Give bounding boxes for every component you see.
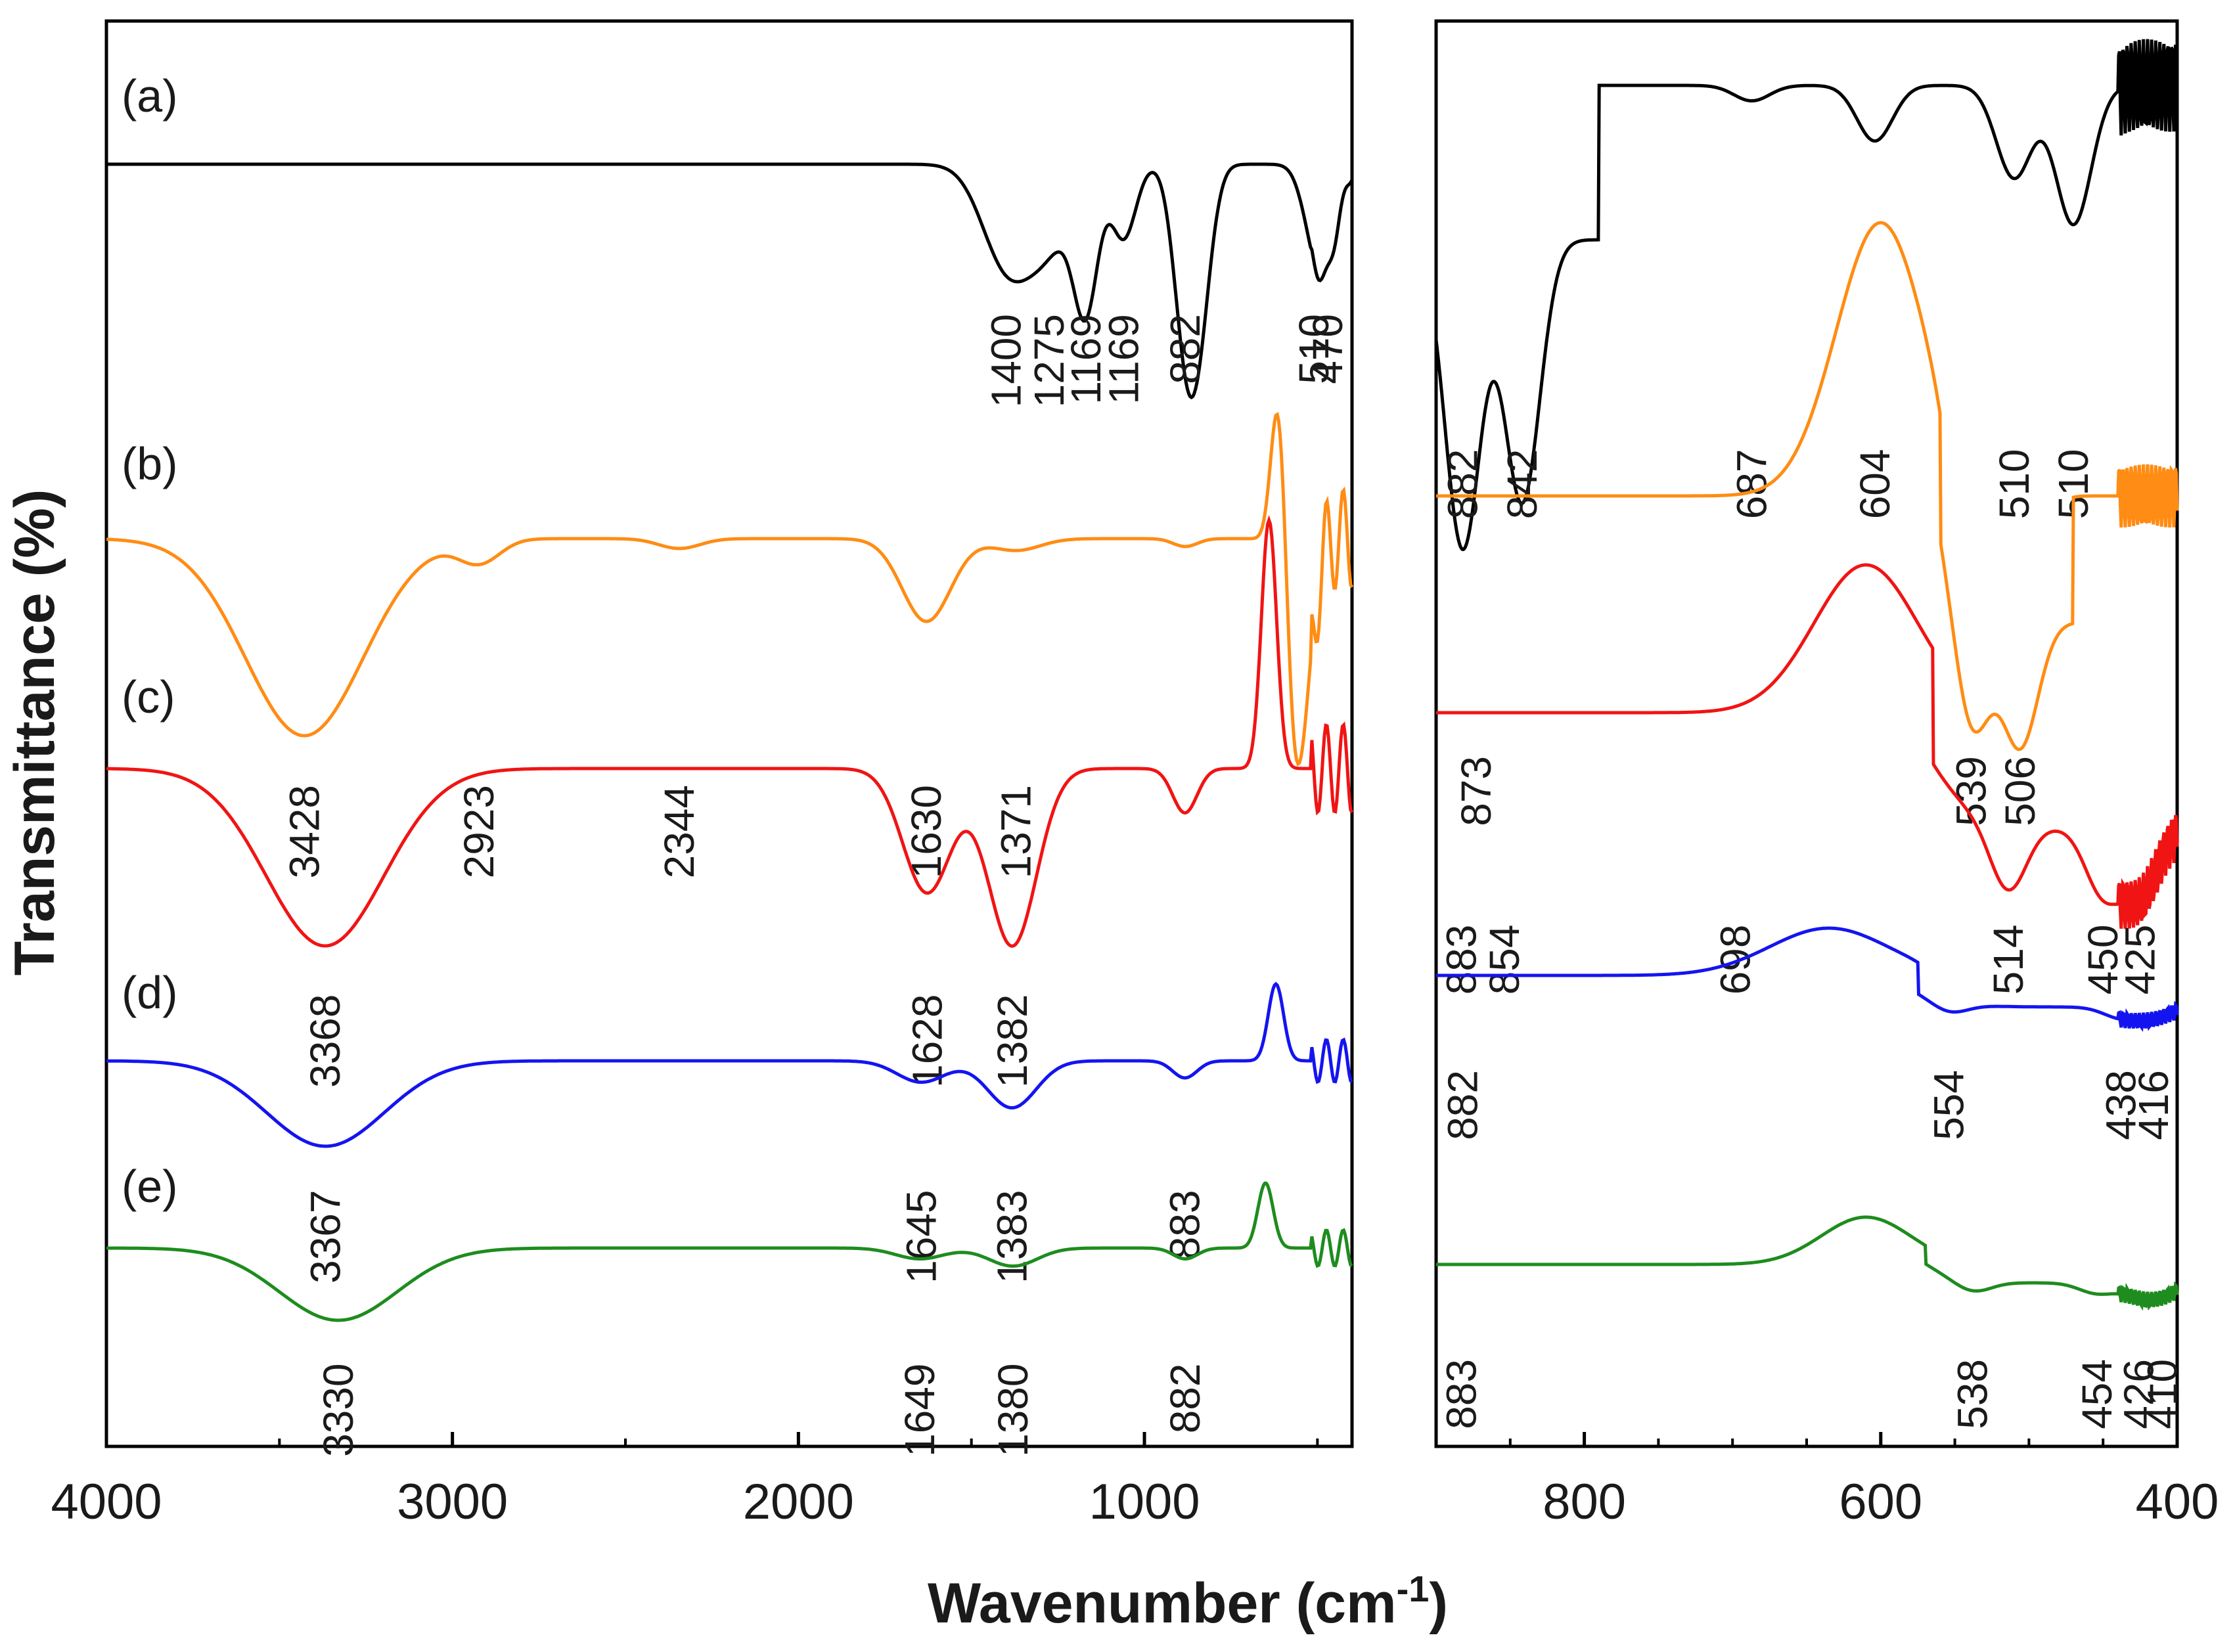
right-peak-annotation: 506 [1996,756,2044,826]
x-axis-title-superscript: -1 [1397,1568,1430,1609]
left-x-tick-label: 1000 [1089,1474,1200,1530]
left-peak-annotation: 3368 [302,994,349,1088]
right-peak-annotation: 426 [2115,1359,2162,1429]
series-label-b: (b) [122,438,178,489]
series-label-a: (a) [122,70,178,122]
left-series-line-d [106,981,1353,1148]
right-peak-annotation: 454 [2073,1359,2121,1429]
right-x-tick-label: 800 [1543,1474,1626,1530]
left-peak-annotation: 1371 [993,785,1040,878]
left-series-line-a [106,162,1354,400]
series-label-c: (c) [122,671,175,723]
right-peak-annotation: 438 [2097,1070,2144,1140]
right-peak-annotation: 698 [1712,925,1759,995]
right-peak-annotation: 882 [1439,1070,1487,1140]
right-peak-annotation: 510 [1991,449,2038,520]
left-peak-annotation: 470 [1304,314,1351,384]
right-peak-annotation: 450 [2079,925,2127,995]
right-x-tick-label: 600 [1839,1474,1922,1530]
left-peak-annotation: 1628 [903,994,951,1088]
left-series-line-b [106,412,1354,767]
left-peak-annotation: 1400 [982,314,1029,407]
x-axis-title: Wavenumber (cm-1) [928,1568,1448,1635]
y-axis-title: Transmittance (%) [3,489,66,976]
right-peak-annotation: 873 [1453,756,1500,826]
x-axis-title-close: ) [1429,1572,1448,1635]
right-peak-annotation: 554 [1926,1070,1973,1140]
left-peak-annotation: 882 [1162,314,1209,384]
left-x-tick-label: 3000 [397,1474,508,1530]
right-peak-annotation: 604 [1851,449,1899,520]
left-peak-annotation: 1169 [1062,314,1110,405]
left-peak-annotation: 3330 [315,1364,362,1457]
right-x-tick-label: 400 [2136,1474,2219,1530]
left-peak-annotation: 1382 [989,994,1036,1088]
right-peak-annotation: 538 [1949,1359,1996,1429]
left-panel-frame [104,19,1354,1448]
left-peak-annotation: 2923 [455,785,503,878]
left-x-tick-label: 2000 [743,1474,854,1530]
right-peak-annotation: 410 [2138,1359,2186,1429]
right-series-line-d [1436,926,2179,1032]
right-peak-annotation: 416 [2130,1070,2177,1140]
left-peak-annotation: 510 [1290,314,1338,384]
right-series-line-b [1436,221,2179,751]
right-series-line-c [1436,563,2179,929]
left-peak-annotation: 1380 [989,1364,1037,1457]
right-peak-annotation: 882 [1439,449,1487,520]
left-x-tick-label: 4000 [51,1474,162,1530]
left-peak-annotation: 3428 [281,785,328,878]
right-peak-annotation: 854 [1481,925,1528,995]
left-peak-annotation: 883 [1162,1190,1209,1261]
left-peak-annotation: 2344 [656,785,703,878]
left-series-line-c [106,515,1354,948]
left-peak-annotation: 1169 [1100,314,1147,405]
left-peak-annotation: 1383 [988,1190,1035,1284]
x-axis-title-main: Wavenumber (cm [928,1572,1397,1635]
right-panel-frame [1434,19,2179,1448]
right-peak-annotation: 883 [1437,1359,1485,1429]
right-peak-annotation: 514 [1985,925,2032,995]
left-peak-annotation: 1649 [896,1364,943,1457]
left-series-line-e [106,1181,1353,1322]
right-peak-annotation: 425 [2117,925,2164,995]
right-series-line-e [1436,1215,2179,1311]
left-peak-annotation: 1275 [1026,314,1073,407]
right-peak-annotation: 883 [1437,925,1485,995]
left-peak-annotation: 882 [1162,1364,1209,1434]
series-label-d: (d) [122,967,178,1018]
left-peak-annotation: 1645 [897,1190,945,1284]
series-label-e: (e) [122,1161,178,1212]
left-peak-annotation: 3367 [302,1190,349,1284]
right-series-line-a [1434,39,2179,552]
right-peak-annotation: 842 [1499,449,1546,520]
